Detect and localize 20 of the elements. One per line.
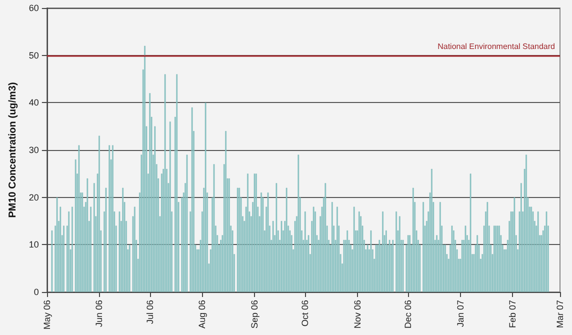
x-tick-label: Sep 06 [250, 300, 260, 329]
x-tick-label: Jan 07 [455, 300, 466, 328]
x-tick-label: May 06 [42, 300, 52, 330]
y-tick-label: 30 [28, 145, 39, 155]
y-tick-label: 10 [28, 240, 39, 250]
y-tick-label: 0 [34, 287, 39, 297]
x-tick-label: Jun 06 [94, 300, 104, 328]
y-tick-label: 60 [28, 3, 39, 13]
x-tick-label: Feb 07 [508, 300, 518, 328]
y-tick-label: 50 [28, 50, 39, 60]
y-tick-label: 20 [28, 192, 39, 202]
x-tick-label: Nov 06 [352, 300, 362, 329]
y-tick-label: 40 [28, 98, 39, 108]
x-tick-label: Aug 06 [197, 300, 208, 329]
x-tick-label: Jul 06 [144, 300, 155, 324]
x-tick-label: Dec 06 [403, 300, 414, 329]
y-axis-title: PM10 Concentration (ug/m3) [8, 82, 18, 218]
x-tick-label: Mar 07 [555, 300, 565, 328]
ref-line-label: National Environmental Standard [438, 42, 555, 51]
x-tick-label: Oct 06 [300, 300, 310, 327]
